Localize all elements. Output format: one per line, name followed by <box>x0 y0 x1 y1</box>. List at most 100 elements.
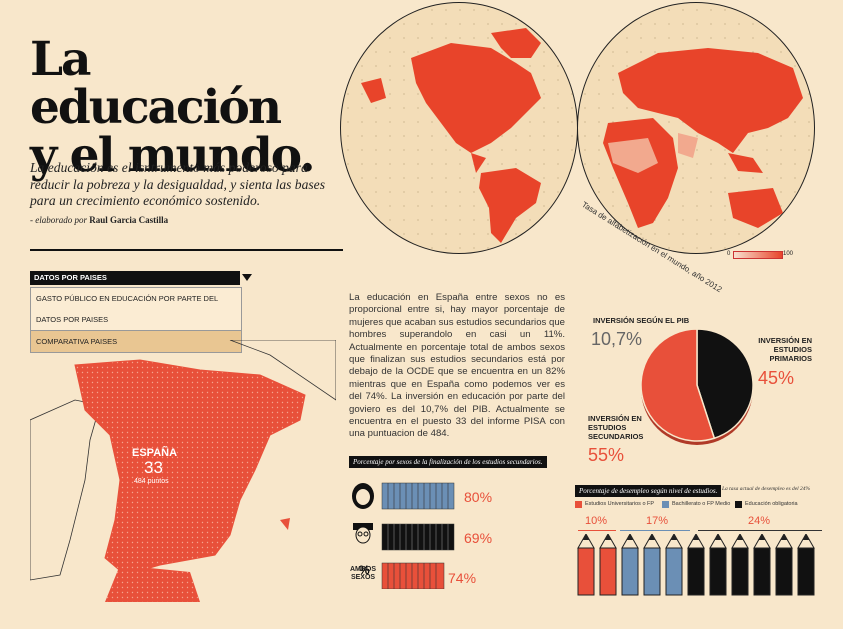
pencil-tip <box>643 534 661 549</box>
bracket-bachillerato <box>620 530 690 534</box>
americas-map-svg <box>341 3 577 253</box>
south-america-shape <box>479 168 541 243</box>
unemployment-note: La tasa actual de desempleo es del 24% <box>722 486 811 492</box>
secondary-completion-label: Porcentaje por sexos de la finalización … <box>349 456 547 468</box>
sahel-low-literacy-shape <box>608 138 658 173</box>
page-title: La educación y el mundo. <box>30 32 316 183</box>
primary-investment-value: 45% <box>758 368 795 388</box>
pencil-lead <box>715 534 721 540</box>
pib-value: 10,7% <box>591 329 643 349</box>
pencil-tip <box>599 534 617 549</box>
female-icon <box>352 483 374 509</box>
pencil-body <box>665 547 683 596</box>
pencil-group-0-1 <box>599 534 617 596</box>
pencil-body <box>687 547 705 596</box>
eurasia-shape <box>618 48 803 153</box>
unemployment-pct-university: 10% <box>585 515 608 527</box>
pencil-body <box>731 547 749 596</box>
central-america-shape <box>471 153 486 173</box>
country-data-dropdown[interactable]: DATOS POR PAISES <box>30 271 240 285</box>
secondary-investment-value: 55% <box>588 445 625 465</box>
indonesia-shape <box>728 153 763 173</box>
female-books <box>381 482 455 510</box>
south-asia-low-literacy-shape <box>678 133 698 158</box>
male-pct: 69% <box>464 530 493 546</box>
male-books <box>381 523 455 551</box>
dropdown-item-country-data[interactable]: DATOS POR PAISES <box>30 309 242 331</box>
australia-shape <box>728 188 783 228</box>
pencil-group-1-0 <box>621 534 639 596</box>
spain-pisa-rank: 33 <box>144 458 163 477</box>
pie-slice-primary[interactable] <box>696 328 754 440</box>
both-sexes-label: AMBOS SEXOS <box>349 566 377 581</box>
male-icon <box>353 523 373 544</box>
scale-max-label: 100 <box>783 251 794 257</box>
pencil-body <box>775 547 793 596</box>
andalusia-shape <box>105 565 200 602</box>
pencil-lead <box>759 534 765 540</box>
scale-min-label: 0 <box>727 251 731 257</box>
pencil-lead <box>649 534 655 540</box>
pencil-group-0-0 <box>577 534 595 596</box>
pencil-group-1-2 <box>665 534 683 596</box>
secondary-investment-label: INVERSIÓN EN ESTUDIOS SECUNDARIOS <box>588 414 644 441</box>
bracket-university <box>578 530 616 534</box>
dropdown-arrow-icon[interactable] <box>242 274 252 281</box>
pib-label: INVERSIÓN SEGÚN EL PIB <box>593 316 690 325</box>
greenland-shape <box>491 28 541 58</box>
pencil-tip <box>687 534 705 549</box>
both-pct: 74% <box>448 570 477 586</box>
pencil-body <box>643 547 661 596</box>
legend-swatch-bachillerato <box>662 501 669 508</box>
pencil-lead <box>583 534 589 540</box>
pencil-tip <box>731 534 749 549</box>
legend-label-university: Estudios Universitarios o FP <box>585 501 655 507</box>
pencil-lead <box>671 534 677 540</box>
spain-map[interactable] <box>30 340 336 602</box>
secondary-completion-pictogram: % <box>352 482 455 589</box>
lead-paragraph: La educación es el isntrumento más poder… <box>30 160 326 208</box>
female-pct: 80% <box>464 489 493 505</box>
pie-slice-secondary[interactable] <box>640 328 716 442</box>
bracket-obligatory <box>698 530 822 534</box>
byline: - elaborado por Raul Garcia Castilla <box>30 215 168 225</box>
byline-author: Raul Garcia Castilla <box>89 215 169 225</box>
pencil-group-2-3 <box>753 534 771 596</box>
balearic-shape <box>280 518 290 530</box>
spain-shape <box>74 359 306 576</box>
france-outline <box>229 340 336 401</box>
pencil-tip <box>621 534 639 549</box>
eurasia-map-svg <box>578 3 814 253</box>
dropdown-item-compare-countries[interactable]: COMPARATIVA PAISES <box>30 331 242 353</box>
asia-edge-shape <box>361 78 386 103</box>
pencil-tip <box>577 534 595 549</box>
dropdown-item-public-spending[interactable]: GASTO PÚBLICO EN EDUCACIÓN POR PARTE DEL… <box>30 287 242 324</box>
unemployment-pct-bachillerato: 17% <box>646 515 669 527</box>
pencil-tip <box>665 534 683 549</box>
pencil-group-2-0 <box>687 534 705 596</box>
pencil-tip <box>709 534 727 549</box>
globe-americas-map[interactable] <box>340 2 578 254</box>
unemployment-label: Porcentaje de desempleo según nivel de e… <box>575 485 722 497</box>
investment-pie-chart[interactable] <box>636 325 758 451</box>
pencil-group-2-2 <box>731 534 749 596</box>
globe-eurasia-map[interactable] <box>577 2 815 254</box>
spain-name: ESPAÑA <box>132 447 178 459</box>
pencil-tip <box>797 534 815 549</box>
legend-swatch-university <box>575 501 582 508</box>
pencil-body <box>577 547 595 596</box>
divider <box>30 249 343 251</box>
unemployment-pencils <box>577 534 815 596</box>
pencil-tip <box>753 534 771 549</box>
north-america-shape <box>411 43 541 153</box>
pencil-body <box>797 547 815 596</box>
unemployment-pct-obligatory: 24% <box>748 515 771 527</box>
both-books <box>381 562 445 589</box>
legend-label-obligatory: Educación obligatoria <box>745 501 798 507</box>
pencil-body <box>599 547 617 596</box>
pencil-lead <box>693 534 699 540</box>
pencil-tip <box>775 534 793 549</box>
byline-prefix: - elaborado por <box>30 215 87 225</box>
pencil-lead <box>627 534 633 540</box>
primary-investment-label: INVERSIÓN EN ESTUDIOS PRIMARIOS <box>758 336 812 363</box>
